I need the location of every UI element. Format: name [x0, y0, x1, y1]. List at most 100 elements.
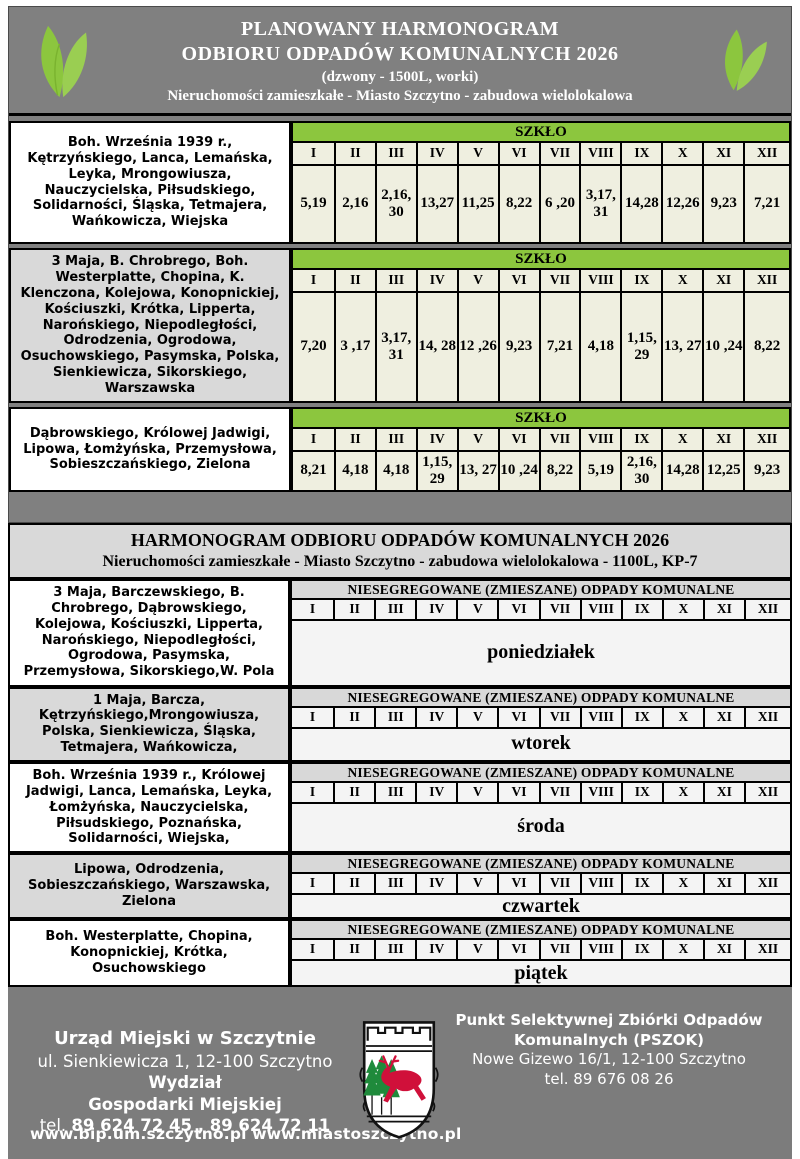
month-cell: X	[661, 270, 702, 291]
date-cell: 14,28	[620, 166, 661, 242]
month-cell: V	[456, 782, 497, 802]
month-cell: IX	[620, 707, 662, 727]
street-list: Lipowa, Odrodzenia, Sobieszczańskiego, W…	[8, 853, 290, 920]
collection-day-cell: poniedziałek	[487, 641, 595, 663]
month-cell: XI	[702, 143, 743, 164]
month-cell: I	[309, 941, 316, 957]
month-cell: VII	[538, 874, 580, 894]
month-cell: VIII	[579, 874, 621, 894]
month-cell: IV	[415, 874, 456, 894]
footer-panel: Urząd Miejski w Szczytnie ul. Sienkiewic…	[8, 987, 792, 1159]
month-cell: V	[456, 874, 497, 894]
month-header-row: I II III IV V VI VII VIII IX X XI XII	[292, 707, 790, 729]
poster-subtitle-containers: (dzwony - 1500L, worki)	[321, 69, 479, 85]
month-cell: VII	[538, 599, 580, 619]
date-cell: 13, 27	[661, 293, 702, 401]
month-cell: III	[374, 429, 416, 450]
month-cell: VIII	[579, 707, 621, 727]
value-row: 7,20 3 ,17 3,17, 31 14, 28 12 ,26 9,23 7,21 4,1…	[293, 293, 789, 401]
month-cell: IX	[620, 270, 661, 291]
date-cell: 10 ,24	[702, 293, 743, 401]
date-cell: 14,28	[661, 452, 702, 490]
month-cell: IX	[620, 782, 662, 802]
waste-type-header: SZKŁO	[293, 409, 789, 429]
collection-day-cell: wtorek	[511, 732, 571, 754]
mixed-row: 3 Maja, Barczewskiego, B. Chrobrego, Dąb…	[8, 578, 792, 687]
glass-schedule-panel: PLANOWANY HARMONOGRAM ODBIORU ODPADÓW KO…	[8, 6, 792, 523]
poster-title-line2: ODBIORU ODPADÓW KOMUNALNYCH 2026	[181, 43, 619, 65]
mixed-table: NIESEGREGOWANE (ZMIESZANE) ODPADY KOMUNA…	[290, 761, 792, 854]
month-cell: XII	[743, 707, 790, 727]
mixed-row: 1 Maja, Barcza, Kętrzyńskiego,Mrongowius…	[8, 686, 792, 762]
month-cell: II	[333, 599, 374, 619]
street-list: 1 Maja, Barcza, Kętrzyńskiego,Mrongowius…	[8, 686, 290, 762]
month-cell: VIII	[579, 782, 621, 802]
month-cell: IV	[415, 599, 456, 619]
street-list: Boh. Westerplatte, Chopina, Konopnickiej…	[8, 919, 290, 988]
street-list: 3 Maja, Barczewskiego, B. Chrobrego, Dąb…	[8, 578, 290, 687]
collection-day-cell: czwartek	[502, 894, 580, 917]
mixed-row: Boh. Westerplatte, Chopina, Konopnickiej…	[8, 919, 792, 988]
month-cell: III	[374, 270, 416, 291]
month-cell: IX	[620, 874, 662, 894]
month-cell: I	[309, 875, 316, 891]
month-header-row: I II III IV V VI VII VIII IX X XI XII	[293, 429, 789, 452]
office-address: ul. Sienkiewicza 1, 12-100 Szczytno Wydz…	[20, 1051, 350, 1094]
poster-title-line1: PLANOWANY HARMONOGRAM	[240, 18, 560, 40]
month-cell: XII	[743, 782, 790, 802]
month-cell: XI	[702, 270, 743, 291]
office-contact-block: Urząd Miejski w Szczytnie ul. Sienkiewic…	[20, 1027, 350, 1136]
waste-type-header: SZKŁO	[293, 123, 789, 143]
month-cell: VIII	[579, 429, 620, 450]
date-cell: 10 ,24	[497, 452, 539, 490]
month-cell: II	[333, 429, 375, 450]
poster-subtitle-area: Nieruchomości zamieszkałe - Miasto Szczy…	[167, 88, 633, 104]
month-cell: VII	[538, 707, 580, 727]
month-cell: X	[661, 782, 703, 802]
month-cell: I	[309, 783, 316, 799]
month-cell: II	[333, 707, 374, 727]
month-cell: X	[661, 874, 703, 894]
date-cell: 5,19	[300, 195, 327, 212]
month-cell: VI	[497, 782, 538, 802]
value-row: 5,19 2,16 2,16, 30 13,27 11,25 8,22 6 ,20 3,17,…	[293, 166, 789, 242]
month-cell: XII	[743, 270, 789, 291]
month-cell: III	[374, 782, 415, 802]
office-dept-word: Wydział	[148, 1073, 222, 1093]
date-cell: 8,22	[538, 452, 580, 490]
szczytno-coat-of-arms	[359, 1021, 439, 1139]
month-header-row: I II III IV V VI VII VIII IX X XI XII	[293, 270, 789, 293]
month-cell: X	[661, 143, 702, 164]
month-cell: V	[456, 599, 497, 619]
street-list: 3 Maja, B. Chrobrego, Boh. Westerplatte,…	[9, 248, 291, 403]
mixed-schedule-rows: 3 Maja, Barczewskiego, B. Chrobrego, Dąb…	[8, 578, 792, 988]
month-cell: XI	[702, 940, 744, 960]
month-header-row: I II III IV V VI VII VIII IX X XI XII	[292, 599, 790, 621]
date-cell: 2,16	[333, 166, 375, 242]
date-cell: 9,23	[497, 293, 539, 401]
month-cell: X	[661, 429, 702, 450]
collection-day-cell: środa	[517, 815, 565, 838]
date-cell: 7,21	[743, 166, 789, 242]
glass-row: 3 Maja, B. Chrobrego, Boh. Westerplatte,…	[9, 248, 791, 403]
glass-table: SZKŁO I II III IV V VI VII VIII IX X XI XII 5,19 2,16 2…	[291, 121, 791, 244]
month-cell: VI	[497, 429, 539, 450]
waste-type-header: NIESEGREGOWANE (ZMIESZANE) ODPADY KOMUNA…	[292, 688, 790, 708]
office-dept: Gospodarki Miejskiej	[88, 1094, 282, 1114]
mixed-section-title: HARMONOGRAM ODBIORU ODPADÓW KOMUNALNYCH …	[130, 530, 670, 550]
office-name: Urząd Miejski w Szczytnie	[54, 1028, 316, 1050]
month-cell: II	[333, 940, 374, 960]
month-cell: XI	[702, 599, 744, 619]
month-cell: IX	[620, 143, 661, 164]
month-cell: V	[456, 143, 498, 164]
month-cell: VI	[497, 707, 538, 727]
date-cell: 4,18	[333, 452, 375, 490]
mixed-section-subtitle: Nieruchomości zamieszkałe - Miasto Szczy…	[102, 552, 698, 570]
month-cell: V	[456, 707, 497, 727]
date-cell: 4,18	[579, 293, 620, 401]
date-cell: 6 ,20	[538, 166, 580, 242]
month-cell: X	[661, 940, 703, 960]
month-cell: IX	[620, 940, 662, 960]
month-cell: V	[456, 429, 498, 450]
month-cell: I	[310, 272, 317, 287]
